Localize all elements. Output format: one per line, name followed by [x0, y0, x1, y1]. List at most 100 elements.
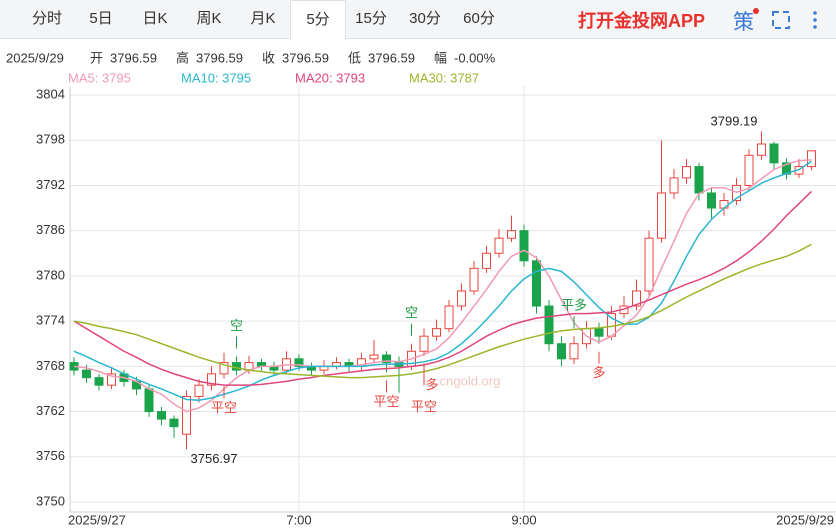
info-text: 2025/9/29	[6, 50, 64, 65]
notice-dot	[753, 8, 759, 14]
candle-body	[194, 384, 204, 397]
watermark: cngold.org	[440, 373, 501, 388]
signal-label: 多	[592, 365, 605, 380]
min-label: 3756.97	[191, 451, 238, 466]
candle-body	[707, 192, 716, 209]
info-text: 3796.59	[368, 50, 415, 65]
candle-body	[694, 166, 704, 194]
candle-body	[457, 290, 466, 307]
tab[interactable]: 30分	[409, 10, 441, 27]
info-text: 3796.59	[282, 50, 329, 65]
candle-body	[82, 369, 91, 379]
candle-body	[644, 237, 654, 292]
legend-entry: MA5: 3795	[68, 70, 131, 85]
candle-body	[219, 362, 229, 375]
y-tick-label: 3798	[36, 132, 65, 147]
y-tick-label: 3786	[36, 222, 65, 237]
tab[interactable]: 月K	[250, 10, 276, 27]
ma-line	[73, 159, 812, 413]
signal-label: 平空	[411, 399, 437, 414]
y-tick-label: 3762	[36, 403, 65, 418]
info-text: 低	[348, 50, 361, 65]
candle-body	[557, 343, 566, 360]
ma-line	[73, 160, 812, 402]
candle-body	[594, 328, 604, 337]
max-label: 3799.19	[711, 114, 758, 129]
candle-body	[432, 328, 441, 337]
y-tick-label: 3792	[36, 177, 65, 192]
y-tick-label: 3774	[36, 313, 65, 328]
candle-body	[144, 388, 154, 413]
legend-entry: MA10: 3795	[181, 70, 251, 85]
candle-body	[532, 260, 541, 307]
candle-body	[632, 290, 641, 307]
candle-body	[419, 335, 429, 352]
candle-body	[382, 354, 391, 364]
candle-body	[207, 373, 216, 386]
candle-body	[607, 313, 616, 337]
tab[interactable]: 周K	[196, 10, 222, 27]
tab[interactable]: 日K	[142, 10, 168, 27]
candle-body	[569, 343, 579, 360]
tab[interactable]: 5日	[89, 10, 113, 27]
ma-line	[73, 190, 813, 386]
candle-body	[444, 305, 454, 330]
candle-body	[519, 230, 529, 262]
info-text: 幅	[434, 50, 447, 65]
legend-entry: MA30: 3787	[409, 70, 479, 85]
y-tick-label: 3756	[36, 448, 65, 463]
menu-icon	[813, 18, 817, 22]
info-text: 高	[176, 50, 189, 65]
candle-body	[169, 418, 179, 428]
signal-label: 空	[405, 305, 418, 320]
x-tick-label: 7:00	[286, 512, 311, 527]
candle-body	[157, 411, 166, 420]
info-text: 收	[262, 50, 275, 65]
y-tick-label: 3780	[36, 267, 65, 282]
signal-label: 平多	[561, 298, 587, 313]
y-tick-label: 3804	[36, 86, 65, 101]
candle-body	[482, 252, 491, 269]
candle-body	[744, 154, 754, 186]
tab-bar: 分时 5日 日K 周K 月K 5分 15分 30分 60分	[0, 0, 836, 40]
candle-body	[657, 192, 666, 239]
info-text: 3796.59	[110, 50, 157, 65]
tab[interactable]: 分时	[31, 10, 62, 27]
candle-body	[94, 377, 104, 386]
fullscreen-icon	[772, 11, 790, 29]
candle-body	[369, 354, 379, 360]
candle-body	[669, 177, 679, 194]
candle-body	[507, 230, 516, 239]
candle-body	[807, 150, 816, 168]
candle-body	[107, 373, 116, 386]
candle-body	[682, 166, 691, 179]
info-text: 3796.59	[196, 50, 243, 65]
menu-icon	[813, 11, 817, 15]
candle-body	[544, 305, 554, 345]
tab[interactable]: 5分	[290, 0, 346, 40]
tab[interactable]: 15分	[355, 10, 387, 27]
candle-body	[182, 395, 191, 435]
y-tick-label: 3768	[36, 358, 65, 373]
menu-icon	[813, 25, 817, 29]
brand-link[interactable]: 打开金投网APP	[578, 11, 706, 31]
signal-label: 平空	[211, 400, 237, 415]
candle-body	[769, 143, 779, 164]
tab[interactable]: 60分	[463, 10, 495, 27]
signal-label: 平空	[373, 394, 399, 409]
strategy-button[interactable]: 策	[733, 11, 754, 34]
legend-entry: MA20: 3793	[295, 70, 365, 85]
candle-body	[757, 143, 766, 156]
signal-label: 空	[230, 318, 243, 333]
ma-line	[73, 243, 812, 379]
candle-body	[719, 200, 729, 209]
x-tick-label: 9:00	[511, 512, 536, 527]
info-text: -0.00%	[454, 50, 496, 65]
x-tick-label: 2025/9/29	[776, 512, 834, 527]
x-tick-label: 2025/9/27	[68, 512, 126, 527]
candle-body	[294, 358, 304, 367]
info-text: 开	[90, 50, 103, 65]
candle-body	[494, 237, 504, 254]
signal-label: 多	[425, 377, 438, 392]
